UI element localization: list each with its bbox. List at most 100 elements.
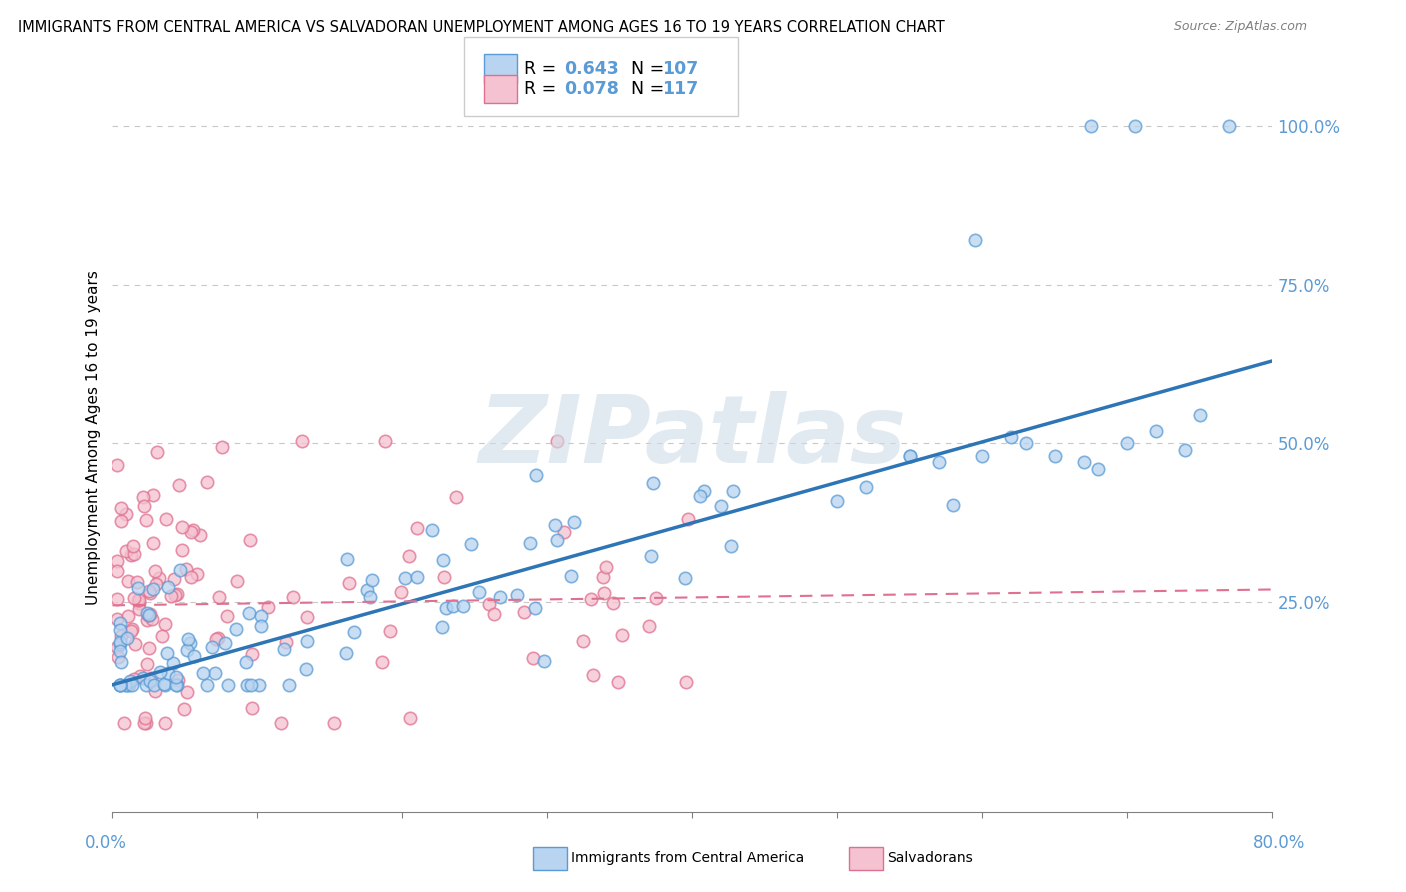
Point bbox=[394, 571, 416, 585]
Point bbox=[166, 587, 188, 601]
Point bbox=[972, 449, 994, 463]
Point bbox=[592, 586, 614, 600]
Point bbox=[153, 617, 176, 632]
Point bbox=[361, 573, 384, 587]
Point bbox=[115, 632, 138, 646]
Point bbox=[112, 715, 135, 730]
Point bbox=[139, 671, 162, 685]
Point bbox=[444, 490, 467, 504]
Point bbox=[180, 570, 202, 584]
Text: ZIPatlas: ZIPatlas bbox=[478, 391, 907, 483]
Point bbox=[1218, 119, 1240, 133]
Point bbox=[1123, 119, 1146, 133]
Text: R =: R = bbox=[524, 60, 562, 78]
Point bbox=[335, 646, 357, 660]
Point bbox=[641, 476, 664, 491]
Point bbox=[522, 651, 544, 665]
Point bbox=[135, 715, 157, 730]
Point bbox=[167, 478, 190, 492]
Point bbox=[105, 592, 128, 607]
Point bbox=[1116, 436, 1139, 450]
Point bbox=[136, 607, 159, 622]
Point bbox=[117, 678, 139, 692]
Point bbox=[291, 434, 314, 449]
Point bbox=[120, 548, 142, 562]
Point bbox=[124, 672, 146, 686]
Point bbox=[204, 666, 226, 681]
Point bbox=[156, 647, 179, 661]
Point bbox=[533, 654, 555, 668]
Point bbox=[610, 628, 633, 642]
Point bbox=[115, 543, 138, 558]
Point bbox=[512, 605, 534, 619]
Point bbox=[139, 673, 162, 688]
Point bbox=[582, 668, 605, 682]
Point bbox=[174, 562, 197, 576]
Point bbox=[122, 591, 145, 606]
Point bbox=[675, 675, 697, 690]
Point bbox=[108, 678, 131, 692]
Point bbox=[176, 642, 198, 657]
Point bbox=[689, 489, 711, 503]
Point bbox=[214, 635, 236, 649]
Point bbox=[110, 501, 132, 516]
Point bbox=[337, 575, 360, 590]
Point bbox=[406, 521, 429, 535]
Point bbox=[132, 671, 155, 685]
Point bbox=[468, 584, 491, 599]
Point bbox=[146, 444, 169, 458]
Point bbox=[560, 569, 582, 583]
Point bbox=[173, 702, 195, 716]
Point bbox=[136, 613, 159, 627]
Point bbox=[110, 629, 132, 643]
Point bbox=[676, 511, 699, 525]
Point bbox=[546, 434, 568, 449]
Point bbox=[356, 582, 378, 597]
Text: 107: 107 bbox=[662, 60, 699, 78]
Point bbox=[460, 537, 482, 551]
Point bbox=[129, 669, 152, 683]
Point bbox=[579, 591, 602, 606]
Point bbox=[120, 624, 142, 638]
Point bbox=[134, 711, 156, 725]
Point bbox=[638, 618, 661, 632]
Point bbox=[128, 596, 150, 610]
Point bbox=[942, 499, 965, 513]
Point bbox=[207, 632, 229, 646]
Point bbox=[606, 674, 628, 689]
Point bbox=[108, 678, 131, 692]
Text: 0.643: 0.643 bbox=[564, 60, 619, 78]
Point bbox=[453, 599, 475, 614]
Point bbox=[183, 649, 205, 664]
Point bbox=[117, 609, 139, 624]
Point bbox=[434, 601, 457, 615]
Point bbox=[524, 468, 547, 483]
Point bbox=[135, 678, 157, 692]
Point bbox=[592, 570, 614, 584]
Point bbox=[160, 590, 183, 604]
Point bbox=[114, 678, 136, 692]
Point bbox=[142, 678, 165, 692]
Point bbox=[359, 591, 381, 605]
Point bbox=[138, 640, 160, 655]
Point bbox=[136, 606, 159, 620]
Point bbox=[250, 609, 273, 624]
Point bbox=[1188, 409, 1211, 423]
Point bbox=[156, 580, 179, 594]
Point bbox=[142, 582, 165, 597]
Point bbox=[108, 635, 131, 649]
Point bbox=[201, 640, 224, 655]
Point bbox=[117, 574, 139, 588]
Point bbox=[1000, 430, 1022, 444]
Point bbox=[595, 560, 617, 574]
Point bbox=[278, 678, 301, 692]
Point bbox=[195, 475, 218, 490]
Point bbox=[176, 685, 198, 699]
Point bbox=[226, 574, 249, 588]
Point bbox=[105, 611, 128, 625]
Text: 0.0%: 0.0% bbox=[84, 834, 127, 852]
Point bbox=[134, 715, 156, 730]
Point bbox=[153, 677, 176, 691]
Point bbox=[256, 600, 278, 615]
Point bbox=[240, 647, 263, 661]
